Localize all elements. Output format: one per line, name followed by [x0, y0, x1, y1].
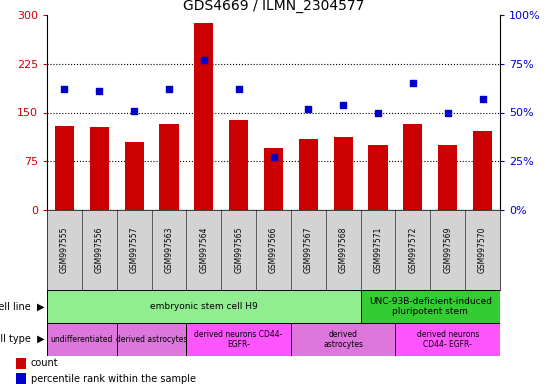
Bar	[186, 323, 291, 356]
Text: derived
astrocytes: derived astrocytes	[323, 330, 363, 349]
Bar	[438, 145, 458, 210]
Text: undifferentiated: undifferentiated	[51, 335, 113, 344]
Point	[304, 106, 313, 112]
Text: derived neurons
CD44- EGFR-: derived neurons CD44- EGFR-	[417, 330, 479, 349]
Point	[408, 80, 417, 86]
Text: GSM997567: GSM997567	[304, 227, 313, 273]
Bar	[264, 148, 283, 210]
Text: GSM997565: GSM997565	[234, 227, 243, 273]
Point	[60, 86, 69, 92]
Point	[478, 96, 487, 102]
Point	[130, 108, 139, 114]
Text: GSM997563: GSM997563	[164, 227, 174, 273]
Text: GSM997557: GSM997557	[129, 227, 139, 273]
Bar	[194, 23, 213, 210]
Text: embryonic stem cell H9: embryonic stem cell H9	[150, 302, 258, 311]
Point	[95, 88, 104, 94]
Text: GSM997570: GSM997570	[478, 227, 487, 273]
Text: GSM997568: GSM997568	[339, 227, 348, 273]
Bar	[55, 126, 74, 210]
Text: GSM997569: GSM997569	[443, 227, 452, 273]
Bar	[117, 323, 186, 356]
Text: derived neurons CD44-
EGFR-: derived neurons CD44- EGFR-	[194, 330, 283, 349]
Bar	[473, 131, 492, 210]
Bar	[47, 290, 360, 323]
Bar	[395, 323, 500, 356]
Point	[234, 86, 243, 92]
Bar	[299, 139, 318, 210]
Text: GSM997555: GSM997555	[60, 227, 69, 273]
Point	[199, 57, 208, 63]
Bar	[124, 142, 144, 210]
Point	[443, 109, 452, 116]
Bar	[159, 124, 179, 210]
Text: derived astrocytes: derived astrocytes	[116, 335, 187, 344]
Text: GSM997571: GSM997571	[373, 227, 383, 273]
Point	[164, 86, 173, 92]
Bar	[229, 120, 248, 210]
Bar	[291, 323, 395, 356]
Bar	[403, 124, 423, 210]
Bar	[16, 358, 26, 369]
Bar	[47, 323, 117, 356]
Text: GSM997556: GSM997556	[95, 227, 104, 273]
Text: UNC-93B-deficient-induced
pluripotent stem: UNC-93B-deficient-induced pluripotent st…	[369, 297, 492, 316]
Text: GSM997566: GSM997566	[269, 227, 278, 273]
Point	[373, 109, 382, 116]
Text: cell type  ▶: cell type ▶	[0, 334, 44, 344]
Point	[269, 154, 278, 161]
Title: GDS4669 / ILMN_2304577: GDS4669 / ILMN_2304577	[183, 0, 364, 13]
Bar	[90, 127, 109, 210]
Text: cell line  ▶: cell line ▶	[0, 301, 44, 311]
Text: GSM997572: GSM997572	[408, 227, 417, 273]
Text: GSM997564: GSM997564	[199, 227, 209, 273]
Text: count: count	[31, 359, 58, 369]
Point	[339, 102, 348, 108]
Bar	[16, 373, 26, 384]
Bar	[360, 290, 500, 323]
Text: percentile rank within the sample: percentile rank within the sample	[31, 374, 196, 384]
Bar	[369, 145, 388, 210]
Bar	[334, 137, 353, 210]
